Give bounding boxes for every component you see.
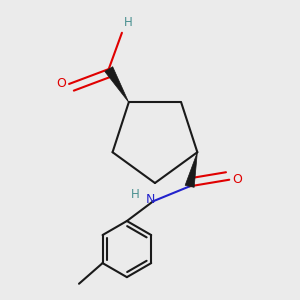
Polygon shape [185, 152, 197, 187]
Polygon shape [105, 67, 129, 102]
Text: O: O [232, 173, 242, 186]
Text: N: N [146, 193, 155, 206]
Text: H: H [131, 188, 140, 201]
Text: O: O [56, 77, 66, 91]
Text: H: H [124, 16, 132, 29]
